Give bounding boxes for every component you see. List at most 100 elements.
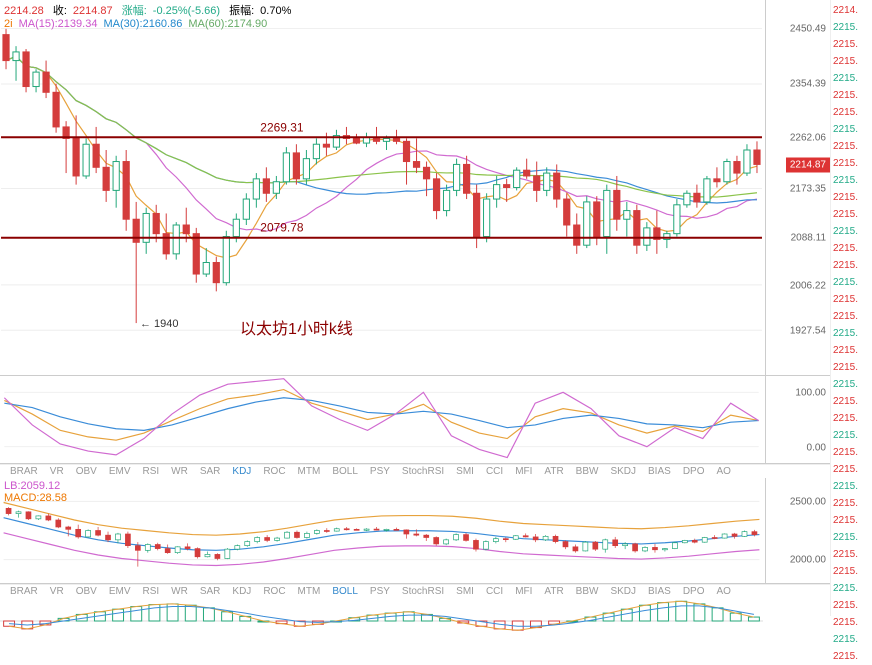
boll-topbar: LB:2059.12 MACD:28.58 xyxy=(0,478,830,506)
indicator-tab[interactable]: BBW xyxy=(576,466,599,477)
indicator-tab[interactable]: AO xyxy=(716,466,730,477)
indicator-tab[interactable]: SKDJ xyxy=(610,466,636,477)
indicator-tab[interactable]: BBW xyxy=(576,586,599,597)
macd-svg[interactable] xyxy=(0,598,763,644)
depth-price: 2215. xyxy=(831,512,872,529)
kdj-svg[interactable] xyxy=(0,376,763,463)
depth-price: 2215. xyxy=(831,546,872,563)
indicator-tab[interactable]: VR xyxy=(50,586,64,597)
svg-text:2269.31: 2269.31 xyxy=(260,120,304,134)
indicator-tab[interactable]: BRAR xyxy=(10,586,38,597)
svg-text:2079.78: 2079.78 xyxy=(260,221,304,235)
depth-price: 2215. xyxy=(831,36,872,53)
indicator-tab[interactable]: SAR xyxy=(200,586,221,597)
depth-price: 2215. xyxy=(831,495,872,512)
close-label: 收: xyxy=(53,5,67,17)
depth-price: 2215. xyxy=(831,359,872,376)
indicator-tab[interactable]: RSI xyxy=(143,586,160,597)
indicator-tab[interactable]: WR xyxy=(171,466,188,477)
indicator-tab[interactable]: SMI xyxy=(456,466,474,477)
depth-price: 2215. xyxy=(831,53,872,70)
indicator-tab[interactable]: ATR xyxy=(544,586,563,597)
indicator-tab[interactable]: MTM xyxy=(298,586,321,597)
kdj-panel: 100.000.00 xyxy=(0,376,830,464)
depth-price: 2215. xyxy=(831,121,872,138)
indicator-tab[interactable]: BOLL xyxy=(332,586,358,597)
indicator-tab[interactable]: MFI xyxy=(515,466,532,477)
depth-price: 2215. xyxy=(831,648,872,665)
chg-label: 涨幅: xyxy=(122,5,147,17)
indicator-tab[interactable]: BRAR xyxy=(10,466,38,477)
depth-price: 2215. xyxy=(831,189,872,206)
indicator-tab[interactable]: RSI xyxy=(143,466,160,477)
chart-title: 以太坊1小时k线 xyxy=(240,315,353,339)
indicator-bar-boll: BRAR VR OBV EMV RSI WR SAR KDJ ROC MTM BOLL PSY Stoc… xyxy=(0,584,830,598)
indicator-tab[interactable]: DPO xyxy=(683,466,705,477)
macd-panel xyxy=(0,598,830,644)
depth-price: 2215. xyxy=(831,223,872,240)
indicator-tab[interactable]: KDJ xyxy=(232,586,251,597)
indicator-tab[interactable]: MTM xyxy=(298,466,321,477)
last-price-tag: 2214.87 xyxy=(786,157,830,172)
indicator-tab[interactable]: VR xyxy=(50,466,64,477)
depth-price: 2215. xyxy=(831,155,872,172)
indicator-tab[interactable]: EMV xyxy=(109,466,131,477)
depth-price: 2215. xyxy=(831,597,872,614)
indicator-tab[interactable]: EMV xyxy=(109,586,131,597)
indicator-tab[interactable]: StochRSI xyxy=(402,466,444,477)
indicator-tab[interactable]: SMI xyxy=(456,586,474,597)
depth-price: 2215. xyxy=(831,325,872,342)
depth-price: 2215. xyxy=(831,274,872,291)
depth-price-col: 2214.2215.2215.2215.2215.2215.2215.2215.… xyxy=(830,0,872,616)
indicator-tab[interactable]: WR xyxy=(171,586,188,597)
low-marker: ← 1940 xyxy=(140,318,179,330)
indicator-tab[interactable]: AO xyxy=(716,586,730,597)
depth-price: 2215. xyxy=(831,427,872,444)
depth-price: 2215. xyxy=(831,206,872,223)
lb-value: LB:2059.12 xyxy=(4,480,60,492)
indicator-tab[interactable]: KDJ xyxy=(232,466,251,477)
depth-price: 2215. xyxy=(831,376,872,393)
macd-value: MACD:28.58 xyxy=(4,492,67,504)
indicator-tab[interactable]: CCI xyxy=(486,466,503,477)
open-value: 2214.28 xyxy=(4,5,44,17)
ma-value: MA(60):2174.90 xyxy=(188,18,267,30)
depth-price: 2215. xyxy=(831,614,872,631)
depth-price: 2215. xyxy=(831,461,872,478)
close-value: 2214.87 xyxy=(73,5,113,17)
indicator-tab[interactable]: StochRSI xyxy=(402,586,444,597)
chg-value: -0.25%(-5.66) xyxy=(153,5,220,17)
depth-price: 2214. xyxy=(831,2,872,19)
indicator-tab[interactable]: SAR xyxy=(200,466,221,477)
depth-price: 2215. xyxy=(831,393,872,410)
indicator-tab[interactable]: OBV xyxy=(76,586,97,597)
depth-price: 2215. xyxy=(831,580,872,597)
indicator-tab[interactable]: BIAS xyxy=(648,466,671,477)
indicator-tab[interactable]: CCI xyxy=(486,586,503,597)
boll-panel: LB:2059.12 MACD:28.58 2500.002000.00 xyxy=(0,478,830,584)
depth-price: 2215. xyxy=(831,529,872,546)
indicator-tab[interactable]: ROC xyxy=(263,466,285,477)
indicator-tab[interactable]: SKDJ xyxy=(610,586,636,597)
depth-price: 2215. xyxy=(831,172,872,189)
indicator-tab[interactable]: MFI xyxy=(515,586,532,597)
indicator-tab[interactable]: ROC xyxy=(263,586,285,597)
depth-price: 2215. xyxy=(831,478,872,495)
depth-price: 2215. xyxy=(831,410,872,427)
indicator-tab[interactable]: OBV xyxy=(76,466,97,477)
ma-value: MA(30):2160.86 xyxy=(103,18,182,30)
price-chart-svg[interactable]: 2269.31 2079.78 xyxy=(0,0,763,375)
depth-price: 2215. xyxy=(831,291,872,308)
depth-price: 2215. xyxy=(831,87,872,104)
indicator-tab[interactable]: PSY xyxy=(370,466,390,477)
amp-value: 0.70% xyxy=(260,5,291,17)
indicator-tab[interactable]: BOLL xyxy=(332,466,358,477)
depth-price: 2215. xyxy=(831,563,872,580)
ma-value: MA(15):2139.34 xyxy=(19,18,98,30)
price-yaxis: 2450.492354.392262.062173.352088.112006.… xyxy=(765,0,830,375)
indicator-tab[interactable]: BIAS xyxy=(648,586,671,597)
depth-price: 2215. xyxy=(831,138,872,155)
indicator-tab[interactable]: DPO xyxy=(683,586,705,597)
indicator-tab[interactable]: PSY xyxy=(370,586,390,597)
indicator-tab[interactable]: ATR xyxy=(544,466,563,477)
